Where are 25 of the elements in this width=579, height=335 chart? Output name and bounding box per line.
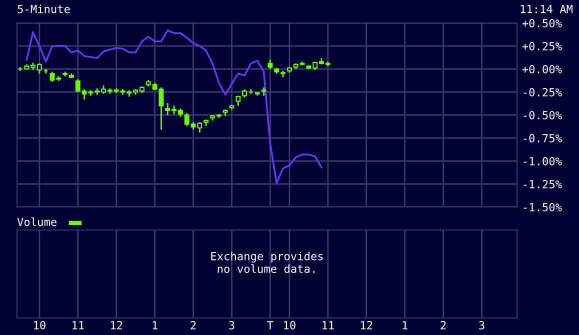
- y-tick-label: -0.25%: [524, 88, 562, 96]
- category-label: 12: [361, 321, 372, 330]
- category-label: 10: [34, 321, 46, 330]
- category-label: 3: [229, 321, 234, 330]
- text: Exchange provides no volume data.: [211, 252, 323, 273]
- y-tick-label: -0.75%: [524, 134, 562, 142]
- y-tick-label: +0.25%: [522, 42, 562, 50]
- category-label: 11: [72, 321, 84, 330]
- text: Volume: [17, 217, 56, 226]
- category-label: 12: [111, 321, 122, 330]
- category-label: 3: [479, 321, 484, 330]
- y-tick-label: +0.50%: [522, 19, 562, 28]
- category-label: T: [267, 321, 274, 330]
- y-tick-label: -1.25%: [524, 180, 562, 188]
- category-label: 11: [322, 321, 334, 330]
- y-tick-label: +0.00%: [522, 65, 562, 74]
- chart-title: 5-Minute: [18, 4, 70, 14]
- line-series: [26, 29, 322, 184]
- text: 11:14 AM: [520, 4, 573, 14]
- y-tick-label: -1.50%: [524, 203, 562, 212]
- category-label: 2: [440, 321, 446, 330]
- y-tick-label: -1.00%: [524, 157, 562, 166]
- y-tick-label: -0.50%: [524, 111, 562, 120]
- category-label: 10: [284, 321, 296, 330]
- category-label: 1: [402, 321, 408, 330]
